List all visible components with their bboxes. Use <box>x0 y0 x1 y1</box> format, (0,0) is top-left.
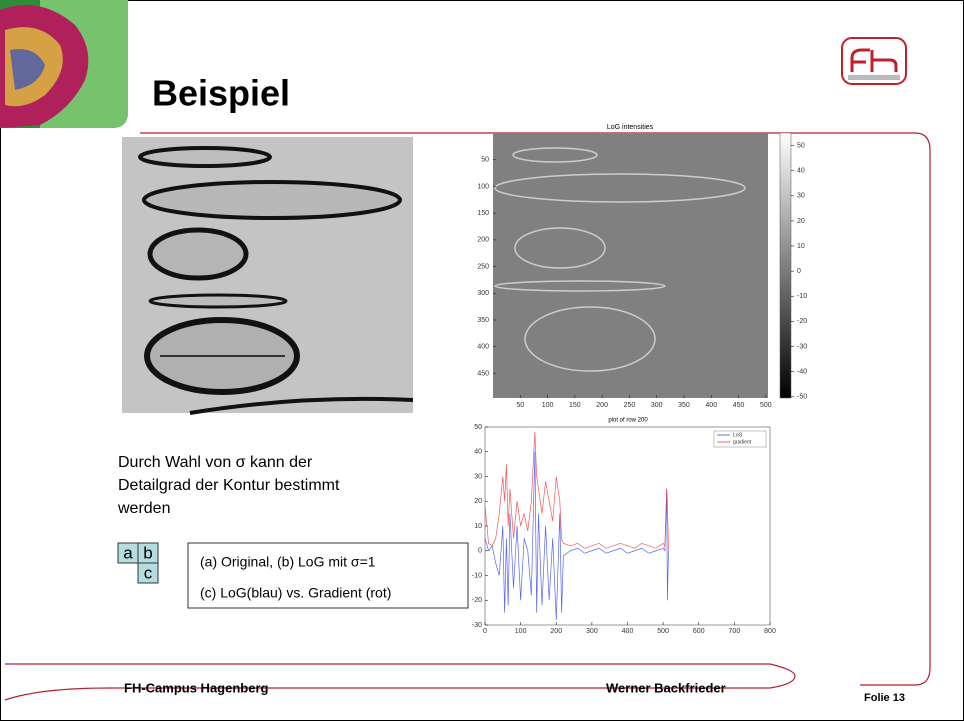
legend-label: gradient <box>733 439 752 445</box>
x-tick-label: 100 <box>515 628 527 635</box>
x-tick-label: 50 <box>516 402 524 409</box>
y-tick-label: 450 <box>477 370 489 377</box>
footer-right: Werner Backfrieder <box>606 680 726 695</box>
logo <box>842 38 906 84</box>
key-cell: b <box>143 543 152 562</box>
body-line: werden <box>117 500 170 517</box>
y-tick-label: 50 <box>474 424 482 431</box>
x-tick-label: 250 <box>624 402 636 409</box>
colorbar-tick-label: -40 <box>797 368 807 375</box>
slide: Beispiel LoG intensities 501001502002503… <box>0 0 964 721</box>
x-tick-label: 400 <box>705 402 717 409</box>
colorbar-tick-label: 50 <box>797 142 805 149</box>
y-tick-label: 350 <box>477 317 489 324</box>
x-tick-label: 0 <box>483 628 487 635</box>
x-tick-label: 300 <box>586 628 598 635</box>
colorbar <box>780 133 791 398</box>
y-tick-label: 150 <box>477 210 489 217</box>
x-tick-label: 700 <box>729 628 741 635</box>
body-line: Detailgrad der Kontur bestimmt <box>118 477 340 494</box>
colorbar-tick-label: -30 <box>797 343 807 350</box>
x-tick-label: 500 <box>760 402 772 409</box>
x-tick-label: 600 <box>693 628 705 635</box>
y-tick-label: 30 <box>474 473 482 480</box>
colorbar-tick-label: -50 <box>797 394 807 401</box>
colorbar-tick-label: 10 <box>797 243 805 250</box>
y-tick-label: -10 <box>472 572 482 579</box>
colorbar-tick-label: -20 <box>797 318 807 325</box>
colorbar-tick-label: -10 <box>797 293 807 300</box>
x-tick-label: 200 <box>596 402 608 409</box>
body-line: Durch Wahl von σ kann der <box>118 454 313 471</box>
caption-line: (c) LoG(blau) vs. Gradient (rot) <box>200 585 391 601</box>
x-tick-label: 100 <box>542 402 554 409</box>
y-tick-label: -20 <box>472 597 482 604</box>
colorbar-tick-label: 0 <box>797 268 801 275</box>
y-tick-label: -30 <box>472 622 482 629</box>
x-tick-label: 200 <box>550 628 562 635</box>
caption-line: (a) Original, (b) LoG mit σ=1 <box>200 554 376 570</box>
y-tick-label: 250 <box>477 263 489 270</box>
colorbar-tick-label: 20 <box>797 218 805 225</box>
y-tick-label: 20 <box>474 498 482 505</box>
y-tick-label: 50 <box>481 157 489 164</box>
log-image-title: LoG intensities <box>607 124 654 131</box>
row-plot-title: plot of row 200 <box>608 418 648 424</box>
footer-left: FH-Campus Hagenberg <box>124 680 269 695</box>
y-tick-label: 100 <box>477 183 489 190</box>
slide-title: Beispiel <box>152 73 290 114</box>
colorbar-tick-label: 30 <box>797 193 805 200</box>
key-cell: c <box>144 563 153 582</box>
colorbar-tick-label: 40 <box>797 168 805 175</box>
x-tick-label: 450 <box>733 402 745 409</box>
y-tick-label: 10 <box>474 523 482 530</box>
y-tick-label: 40 <box>474 449 482 456</box>
x-tick-label: 350 <box>678 402 690 409</box>
original-image <box>122 137 413 413</box>
legend-label: LoG <box>733 432 743 438</box>
x-tick-label: 400 <box>622 628 634 635</box>
slide-number: Folie 13 <box>864 692 905 704</box>
x-tick-label: 150 <box>569 402 581 409</box>
x-tick-label: 800 <box>764 628 776 635</box>
y-tick-label: 0 <box>478 548 482 555</box>
y-tick-label: 300 <box>477 290 489 297</box>
key-cell: a <box>123 543 133 562</box>
header-image <box>0 0 128 128</box>
y-tick-label: 400 <box>477 344 489 351</box>
x-tick-label: 300 <box>651 402 663 409</box>
x-tick-label: 500 <box>657 628 669 635</box>
y-tick-label: 200 <box>477 237 489 244</box>
